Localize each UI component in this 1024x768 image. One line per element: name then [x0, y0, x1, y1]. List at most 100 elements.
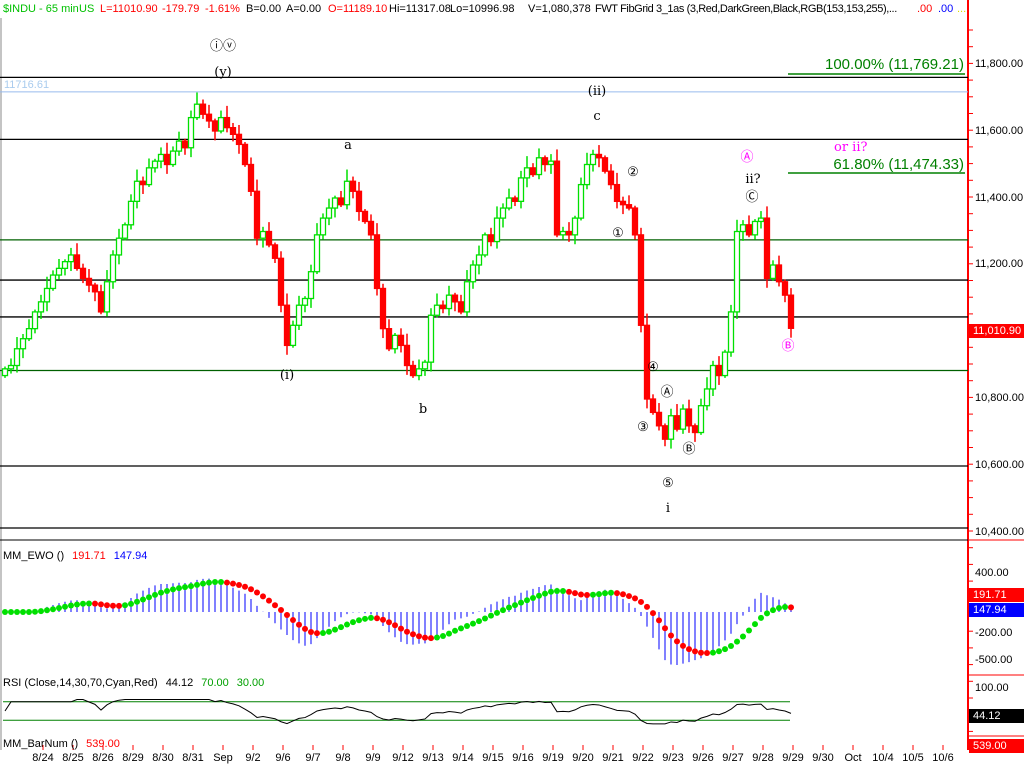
price-axis-label: 11,400.00 [975, 192, 1024, 204]
candle-down [631, 207, 639, 236]
wave-label: Ⓑ [781, 339, 795, 354]
ewo-signal-dot [308, 628, 314, 635]
ewo-title: MM_EWO () 191.71 147.94 [3, 550, 155, 562]
ewo-signal-dot [548, 588, 554, 595]
ewo-signal-dot [374, 615, 380, 622]
wave-label: Ⓐ [660, 385, 674, 400]
wave-label: (y) [214, 65, 232, 80]
candle-up [535, 157, 543, 176]
candle-down [223, 116, 231, 129]
date-label: 8/30 [152, 752, 174, 764]
ewo-signal-dot [578, 591, 584, 598]
rsi-badge: 44.12 [969, 709, 1024, 723]
symbol-label: $INDU - 65 min [3, 3, 79, 15]
candle-up [559, 230, 567, 236]
date-label: 9/7 [305, 752, 321, 764]
ewo-signal-dot [344, 621, 350, 628]
candle-up [307, 271, 315, 300]
candle-down [403, 344, 411, 367]
candle-up [421, 361, 429, 370]
wave-label: b [418, 402, 428, 417]
open-price: O=11189.10 [328, 3, 388, 15]
ewo-signal-dot [68, 602, 74, 609]
wave-label: ⑤ [662, 476, 674, 491]
candle-up [709, 364, 717, 390]
ewo-signal-dot [614, 590, 620, 597]
candle-down [163, 153, 171, 166]
candle-up [481, 234, 489, 256]
ewo-signal-dot [662, 625, 668, 632]
candle-down [511, 197, 519, 203]
candle-down [79, 267, 87, 280]
ewo-signal-dot [674, 638, 680, 645]
ewo-signal-dot [194, 581, 200, 588]
rsi-name: RSI (Close,14,30,70,Cyan,Red) [3, 677, 158, 689]
ewo-signal-dot [602, 590, 608, 597]
candle-up [169, 150, 177, 166]
ewo-signal-dot [458, 625, 464, 632]
date-label: 9/26 [692, 752, 714, 764]
candle-down [673, 415, 681, 430]
candle-down [691, 425, 699, 434]
ewo-signal-dot [584, 592, 590, 599]
ewo-signal-dot [314, 630, 320, 637]
ewo-signal-dot [290, 617, 296, 624]
price-axis-label: 10,600.00 [975, 459, 1024, 471]
ewo-signal-dot [476, 618, 482, 625]
candle-down [379, 287, 387, 330]
ewo-signal-dot [20, 609, 26, 615]
date-label: 9/20 [572, 752, 594, 764]
ewo-signal-dot [134, 598, 140, 605]
ewo-signal-dot [446, 630, 452, 637]
wave-label: ③ [637, 420, 649, 435]
candle-down [367, 220, 375, 236]
ewo-signal-dot [296, 621, 302, 628]
candle-up [301, 297, 309, 306]
volume: V=1,080,378 [528, 3, 591, 15]
wave-label: Ⓐ [740, 150, 754, 165]
high-price: Hi=11317.08 [389, 3, 451, 15]
wave-label: a [344, 138, 352, 153]
ewo-name: MM_EWO () [3, 550, 65, 562]
candle-down [235, 133, 243, 146]
ewo-signal-dot [266, 597, 272, 604]
rsi-line [4, 699, 792, 725]
wave-label: i [665, 501, 671, 516]
ewo-axis-label: -200.00 [975, 627, 1013, 639]
ewo-signal-dot [146, 594, 152, 601]
rsi-value: 44.12 [165, 677, 194, 689]
date-label: 8/25 [62, 752, 84, 764]
ewo-signal-dot [572, 590, 578, 597]
candle-down [487, 234, 495, 243]
ewo-signal-dot [86, 600, 92, 607]
ewo-signal-value: 147.94 [113, 550, 148, 562]
chart-header: $INDU - 65 min US L=11010.90 -179.79 -1.… [0, 0, 1024, 18]
ewo-signal-dot [92, 600, 98, 607]
candle-up [571, 217, 579, 236]
fib-618-label: 61.80% (11,474.33) [833, 156, 964, 173]
candle-up [445, 294, 453, 310]
study-value-3: ... [957, 3, 967, 15]
rsi-title: RSI (Close,14,30,70,Cyan,Red) 44.12 70.00 3… [3, 677, 272, 689]
candle-up [319, 217, 327, 236]
candle-down [73, 254, 81, 270]
ewo-signal-dot [8, 609, 14, 615]
ewo-signal-dot [362, 615, 368, 622]
wave-label: c [593, 109, 601, 124]
candle-up [523, 167, 531, 179]
low-price: Lo=10996.98 [450, 3, 515, 15]
ewo-signal-dot [776, 605, 782, 612]
candle-down [655, 411, 663, 427]
ewo-signal-dot [38, 608, 44, 615]
candle-up [133, 180, 141, 203]
ewo-signal-dot [788, 604, 794, 611]
candle-up [583, 163, 591, 186]
ewo-signal-dot [494, 609, 500, 616]
date-label: 9/15 [482, 752, 504, 764]
ewo-signal-dot [530, 594, 536, 601]
ewo-signal-dot [236, 582, 242, 589]
candle-up [67, 254, 75, 263]
candle-down [205, 113, 213, 122]
ewo-signal-dot [734, 638, 740, 645]
